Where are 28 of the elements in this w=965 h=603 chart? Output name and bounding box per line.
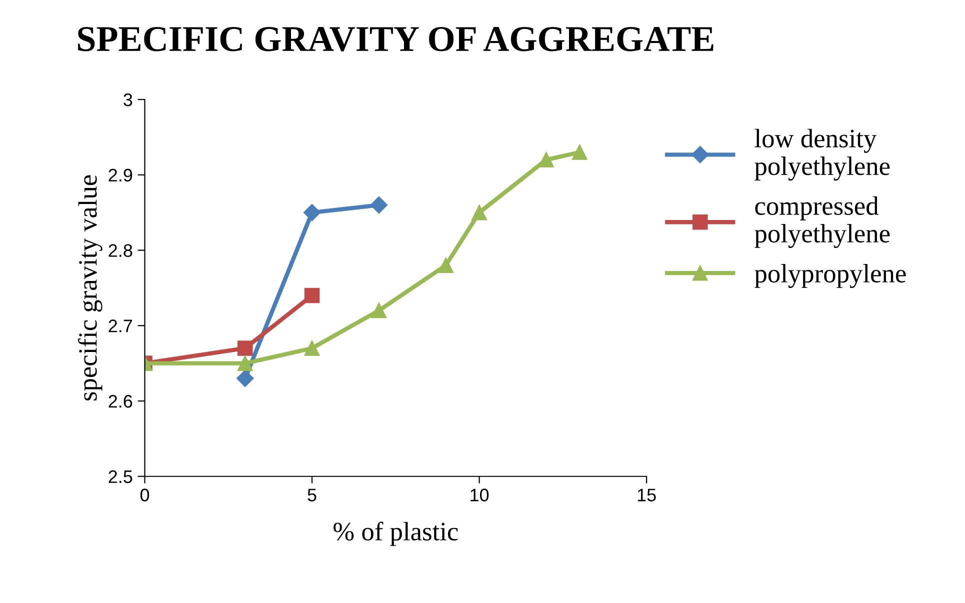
point [303,204,321,222]
point [472,204,487,220]
y-tick-label: 2.7 [108,320,132,332]
y-tick-label: 3 [124,93,132,106]
x-tick-label: 10 [470,488,489,502]
point [304,340,320,356]
y-tick-label: 2.8 [108,244,132,257]
y-tick-label: 2.6 [108,394,132,408]
point [237,340,253,356]
point [236,370,254,387]
point [237,356,253,371]
point [370,196,388,214]
point [371,302,387,318]
point [572,144,588,160]
y-tick-label: 2.5 [108,470,132,484]
x-tick-label: 15 [638,488,656,502]
y-tick-label: 2.9 [108,168,132,182]
legend-label: low density polyethylene [754,128,890,181]
legend-label: polypropylene [754,264,906,288]
legend-label: compressed polyethylene [754,196,890,248]
y-axis-title: specific gravity value [78,175,102,400]
point [304,288,320,304]
chart-title: SPECIFIC GRAVITY OF AGGREGATE [78,26,714,52]
point [438,258,454,273]
point [538,152,554,168]
x-axis-title: % of plastic [334,522,458,546]
x-tick-label: 5 [308,488,316,502]
x-tick-label: 0 [140,488,150,502]
